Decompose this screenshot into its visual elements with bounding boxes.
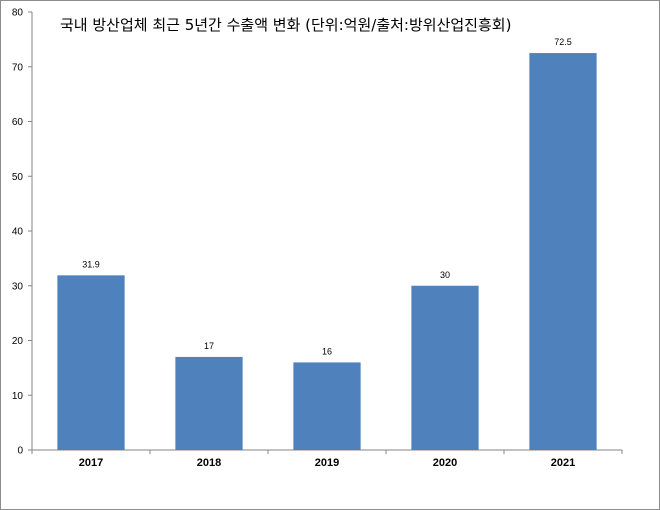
y-tick-label: 20 bbox=[12, 336, 24, 347]
y-tick-label: 30 bbox=[12, 281, 24, 292]
bars bbox=[57, 53, 597, 450]
x-tick-label: 2021 bbox=[551, 457, 575, 469]
data-label: 17 bbox=[204, 341, 214, 351]
y-tick-label: 70 bbox=[12, 62, 24, 73]
bar bbox=[175, 356, 243, 450]
chart-title: 국내 방산업체 최근 5년간 수출액 변화 (단위:억원/출처:방위산업진흥회) bbox=[60, 16, 511, 34]
data-label: 30 bbox=[440, 270, 450, 280]
bar bbox=[293, 362, 361, 450]
y-tick-labels: 0 10 20 30 40 50 60 70 80 bbox=[12, 8, 24, 457]
y-tick-label: 40 bbox=[12, 227, 24, 238]
x-tick-label: 2018 bbox=[197, 457, 221, 469]
bar bbox=[57, 275, 125, 450]
data-label: 31.9 bbox=[82, 259, 100, 269]
bar bbox=[411, 285, 479, 450]
data-labels: 31.9 17 16 30 72.5 bbox=[82, 37, 572, 356]
x-tick-labels: 2017 2018 2019 2020 2021 bbox=[79, 457, 575, 469]
x-tick-label: 2020 bbox=[433, 457, 457, 469]
y-tick-label: 60 bbox=[12, 117, 24, 128]
data-label: 16 bbox=[322, 346, 332, 356]
y-tick-label: 50 bbox=[12, 172, 24, 183]
bar bbox=[529, 53, 597, 450]
y-tick-label: 10 bbox=[12, 391, 24, 402]
data-label: 72.5 bbox=[554, 37, 572, 47]
x-tick-label: 2017 bbox=[79, 457, 103, 469]
y-tick-label: 80 bbox=[12, 8, 24, 19]
x-tick-label: 2019 bbox=[315, 457, 339, 469]
y-tick-label: 0 bbox=[17, 446, 23, 457]
